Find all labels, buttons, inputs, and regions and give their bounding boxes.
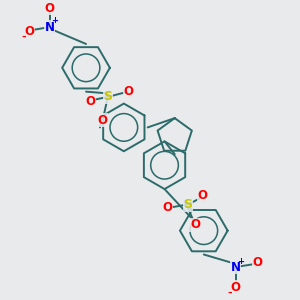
Text: O: O [190,218,200,231]
Text: S: S [103,90,112,104]
Text: O: O [97,114,107,127]
Text: O: O [231,281,241,294]
Text: O: O [162,201,172,214]
Text: O: O [197,189,207,202]
Text: O: O [123,85,133,98]
Text: O: O [45,2,55,15]
Text: +: + [238,257,244,266]
Text: -: - [228,288,232,298]
Text: O: O [85,95,95,108]
Text: N: N [45,21,55,34]
Text: +: + [51,16,58,25]
Text: N: N [231,260,241,274]
Text: -: - [22,32,26,42]
Text: O: O [253,256,262,269]
Text: S: S [183,198,192,211]
Text: O: O [24,25,34,38]
